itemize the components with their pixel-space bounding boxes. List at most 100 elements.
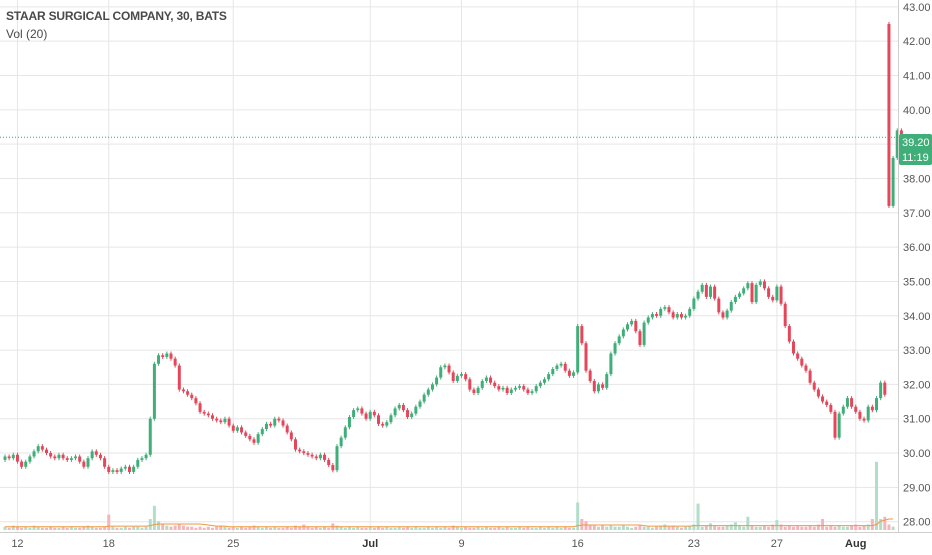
volume-bar (364, 527, 368, 530)
volume-bar (663, 524, 667, 530)
volume-bar (335, 525, 339, 530)
volume-bar (103, 526, 107, 530)
volume-bar (65, 527, 69, 530)
candle-body (57, 454, 61, 459)
candle-body (277, 418, 281, 421)
last-price-label: 39.20 (902, 137, 930, 149)
candle-body (364, 413, 368, 419)
candle-body (339, 437, 343, 447)
candle-body (90, 451, 94, 459)
candle-body (215, 418, 219, 421)
candle-body (808, 370, 812, 383)
volume-bar (190, 526, 194, 530)
volume-bar (833, 526, 837, 530)
candle-body (20, 461, 24, 467)
candle-body (721, 312, 725, 318)
candle-body (862, 418, 866, 421)
candle-body (845, 398, 849, 407)
candle-body (895, 130, 899, 158)
candle-body (883, 382, 887, 395)
time-tick-label: Aug (845, 538, 866, 550)
volume-bar (240, 526, 244, 530)
price-tick-label: 32.00 (903, 379, 931, 391)
candle-body (15, 454, 19, 462)
volume-bar (509, 527, 513, 530)
volume-bar (273, 526, 277, 530)
candle-body (854, 406, 858, 412)
candle-body (709, 286, 712, 297)
candle-body (86, 458, 90, 467)
symbol-title[interactable]: STAAR SURGICAL COMPANY, 30, BATS (6, 9, 227, 23)
candle-body (688, 308, 692, 316)
candle-body (518, 386, 522, 388)
candle-body (123, 466, 127, 469)
candle-body (406, 410, 410, 418)
volume-bar (53, 527, 57, 530)
time-axis[interactable]: 12 18 25 Jul 9 16 23 27 Aug (0, 532, 932, 551)
candle-body (592, 380, 596, 392)
volume-bar (464, 526, 468, 530)
volume-bar (136, 526, 140, 530)
candle-body (484, 377, 488, 381)
candle-body (762, 281, 766, 289)
volume-bar (294, 525, 297, 530)
volume-indicator-label[interactable]: Vol (20) (6, 27, 48, 41)
candle-body (269, 423, 273, 426)
price-axis[interactable]: 28.00 29.00 30.00 31.00 32.00 33.00 34.00 35.00… (898, 0, 931, 532)
candle-body (32, 451, 36, 457)
candle-body (347, 417, 351, 428)
candle-body (758, 281, 762, 285)
time-tick-label: 23 (688, 538, 700, 550)
candle-body (630, 320, 634, 325)
time-tick-label: 18 (103, 538, 115, 550)
volume-bar (609, 525, 613, 530)
candle-body (447, 365, 451, 373)
volume-bar (530, 527, 534, 530)
price-tick-label: 31.00 (903, 414, 931, 426)
volume-bar (493, 527, 497, 530)
candle-body (157, 355, 161, 364)
volume-bar (804, 526, 808, 530)
candle-body (69, 458, 73, 460)
candle-body (223, 418, 227, 423)
volume-bar (792, 526, 795, 530)
volume-bar (289, 527, 293, 530)
volume-bar (771, 524, 775, 530)
candle-body (393, 408, 397, 416)
candle-body (281, 420, 285, 426)
volume-bar (248, 526, 252, 530)
price-tick-label: 40.00 (903, 105, 931, 117)
candle-body (289, 432, 293, 440)
candle-body (273, 418, 277, 426)
candle-body (119, 468, 123, 472)
price-tick-label: 35.00 (903, 276, 931, 288)
price-tick-label: 36.00 (903, 242, 931, 254)
volume-bar (90, 526, 94, 530)
candle-body (738, 293, 742, 297)
candle-body (231, 425, 235, 431)
candle-body (377, 415, 380, 424)
candle-body (28, 456, 32, 462)
volume-bar (787, 525, 791, 530)
candle-body (534, 386, 538, 392)
candle-body (617, 336, 621, 344)
volume-bar (497, 526, 501, 530)
candle-body (24, 461, 28, 467)
volume-bar (74, 527, 78, 530)
volume-bar (447, 527, 451, 530)
candle-body (115, 470, 119, 472)
candle-body (505, 387, 509, 393)
volume-bar (381, 527, 385, 530)
candle-body (800, 358, 804, 366)
volume-bar (816, 524, 820, 530)
volume-bar (642, 526, 646, 530)
volume-bar (468, 527, 472, 530)
candle-body (244, 432, 248, 436)
volume-bar (551, 527, 555, 530)
candle-body (439, 367, 443, 378)
price-tick-label: 34.00 (903, 311, 931, 323)
volume-bar (414, 526, 418, 530)
volume-bar (451, 525, 455, 530)
